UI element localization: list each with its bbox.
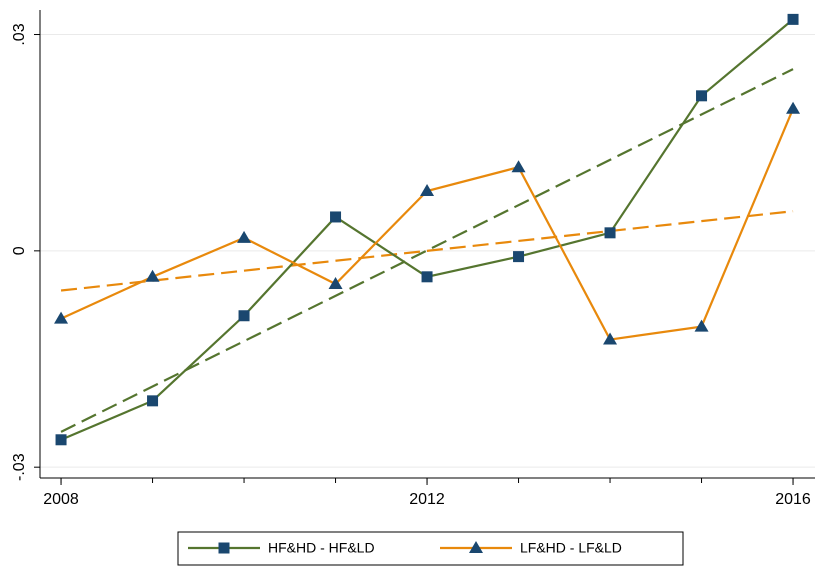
marker [513,251,525,263]
y-tick-label: 0 [11,246,28,255]
trend-line [60,210,794,292]
marker [604,227,616,239]
x-tick-label: 2012 [409,491,445,508]
marker [237,230,252,243]
marker [238,310,250,322]
marker [55,434,67,446]
marker [787,13,799,25]
legend-marker [469,541,483,553]
marker [328,277,343,290]
x-tick-label: 2008 [43,491,79,508]
marker [145,269,160,282]
y-tick-label: .03 [11,23,28,45]
x-tick-label: 2016 [775,491,811,508]
marker [696,90,708,102]
legend-text: LF&HD - LF&LD [520,540,622,556]
marker [330,211,342,223]
marker [147,395,159,407]
marker [786,101,801,114]
marker [603,332,618,345]
y-tick-label: -.03 [11,453,28,481]
legend-marker [218,542,230,554]
trend-line [60,68,794,433]
marker [421,271,433,283]
legend-text: HF&HD - HF&LD [268,540,375,556]
marker [511,160,526,173]
marker [54,311,69,324]
marker [694,319,709,332]
legend-box [177,531,684,566]
marker [420,183,435,196]
